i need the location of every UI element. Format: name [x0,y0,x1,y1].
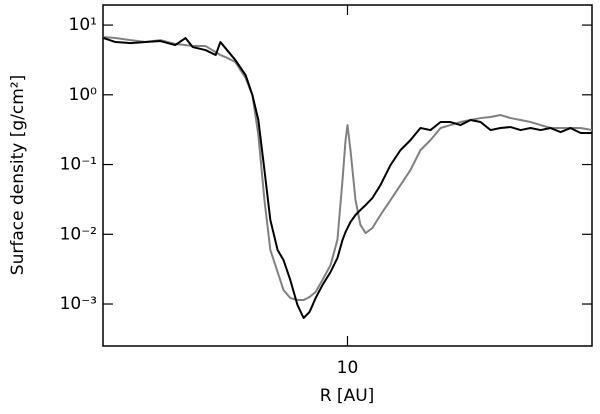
y-tick-label: 10⁰ [69,85,98,105]
x-axis-title: R [AU] [320,386,375,406]
data-line [103,37,592,320]
plot-frame [102,4,593,347]
y-tick-label: 10⁻² [60,224,97,244]
y-tick-label: 10¹ [69,15,97,35]
y-tick-label: 10⁻¹ [60,155,97,175]
y-axis-title: Surface density [g/cm²] [8,75,28,275]
data-line [103,36,592,302]
y-tick-label: 10⁻³ [60,294,97,314]
x-tick-label: 10 [337,358,359,378]
